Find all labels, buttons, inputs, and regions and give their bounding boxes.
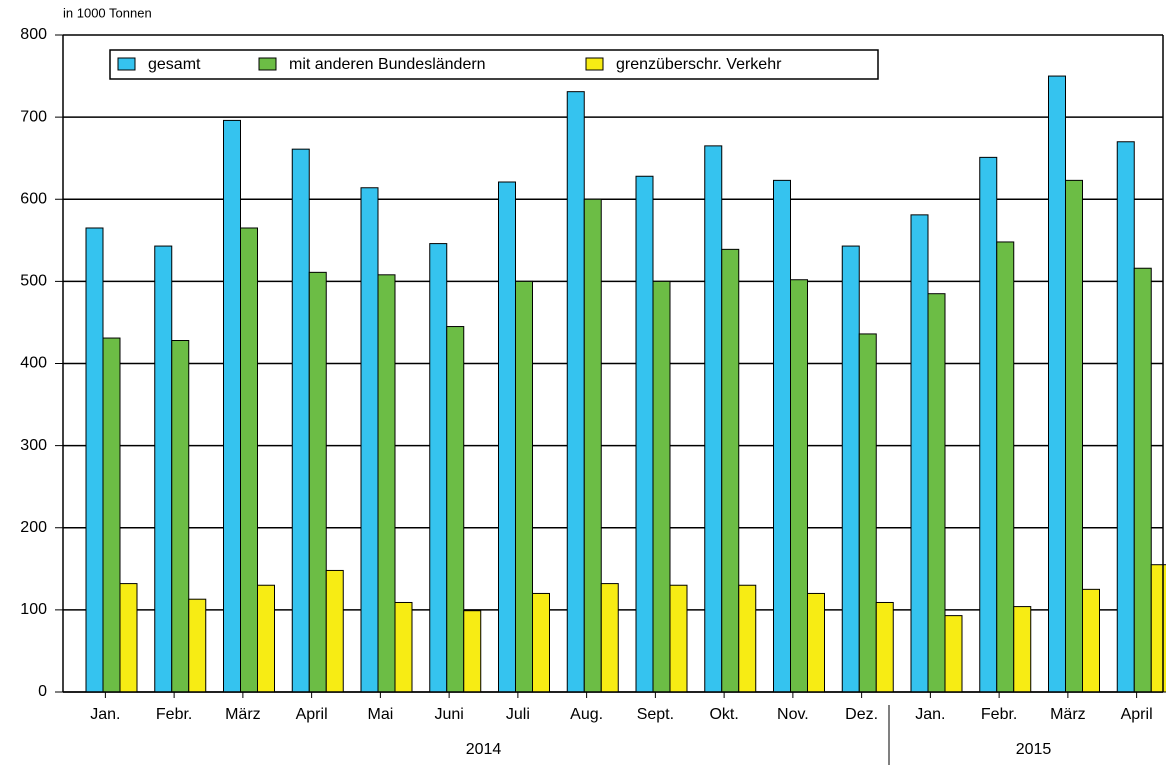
x-tick-label: Aug.	[570, 706, 603, 723]
bar	[223, 119, 241, 693]
legend-label: gesamt	[148, 56, 201, 73]
bar	[704, 145, 723, 693]
bar	[188, 598, 207, 693]
bar	[85, 227, 104, 693]
bar	[875, 601, 894, 693]
bar	[652, 280, 671, 693]
bar	[308, 271, 327, 693]
x-tick-label: Jan.	[90, 706, 120, 723]
x-tick-label: Juli	[506, 706, 530, 723]
bar	[515, 280, 533, 693]
bar	[325, 569, 344, 693]
bar	[429, 243, 448, 693]
bar	[1065, 179, 1083, 693]
legend-swatch	[585, 57, 604, 71]
legend-swatch	[258, 57, 277, 71]
x-tick-label: Okt.	[709, 706, 738, 723]
y-tick-label: 0	[38, 683, 47, 700]
bar	[773, 179, 791, 693]
legend-label: grenzüberschr. Verkehr	[616, 56, 782, 73]
bar	[858, 333, 877, 693]
bar	[1150, 564, 1166, 693]
bar	[927, 293, 946, 693]
bar	[498, 181, 516, 693]
y-tick-label: 200	[20, 519, 47, 536]
bar	[102, 337, 121, 693]
bar	[240, 227, 258, 693]
legend-box	[109, 49, 879, 80]
bar	[721, 248, 740, 693]
bar	[583, 198, 602, 693]
bar	[1013, 606, 1032, 693]
bar	[394, 601, 413, 693]
x-tick-label: Febr.	[981, 706, 1017, 723]
legend-swatch	[117, 57, 136, 71]
x-tick-label: Febr.	[156, 706, 192, 723]
bar	[996, 241, 1015, 693]
bar	[944, 615, 963, 693]
x-tick-label: April	[296, 706, 328, 723]
x-tick-label: März	[225, 706, 261, 723]
x-tick-label: März	[1050, 706, 1086, 723]
bar	[669, 584, 688, 693]
y-tick-label: 100	[20, 601, 47, 618]
x-tick-label: Nov.	[777, 706, 809, 723]
bar	[257, 584, 275, 693]
bar	[807, 592, 825, 693]
bar	[790, 279, 808, 693]
x-group-label: 2015	[1016, 741, 1052, 758]
bar	[1048, 75, 1066, 693]
y-tick-label: 600	[20, 190, 47, 207]
y-tick-label: 500	[20, 273, 47, 290]
bar	[566, 91, 585, 693]
bar	[377, 274, 396, 693]
bar	[154, 245, 173, 693]
bar	[171, 340, 190, 693]
bar	[600, 583, 619, 693]
bar	[360, 187, 379, 693]
x-tick-label: Sept.	[637, 706, 674, 723]
bar	[979, 156, 998, 693]
bar	[446, 326, 465, 693]
legend-label: mit anderen Bundesländern	[289, 56, 486, 73]
bar	[841, 245, 860, 693]
x-tick-label: Juni	[434, 706, 463, 723]
bar	[119, 583, 138, 693]
y-tick-label: 800	[20, 26, 47, 43]
y-tick-label: 700	[20, 108, 47, 125]
bar	[532, 592, 550, 693]
y-tick-label: 400	[20, 355, 47, 372]
bar	[291, 148, 310, 693]
bar	[1082, 588, 1100, 693]
bar	[1133, 267, 1152, 693]
x-tick-label: Mai	[367, 706, 393, 723]
bar	[738, 584, 757, 693]
x-tick-label: April	[1121, 706, 1153, 723]
bar	[463, 610, 482, 693]
bar	[1116, 141, 1135, 693]
y-tick-label: 300	[20, 437, 47, 454]
x-group-label: 2014	[466, 741, 502, 758]
bar	[635, 175, 654, 693]
x-tick-label: Jan.	[915, 706, 945, 723]
x-tick-label: Dez.	[845, 706, 878, 723]
y-axis-label: in 1000 Tonnen	[63, 5, 152, 20]
bar	[910, 214, 929, 693]
